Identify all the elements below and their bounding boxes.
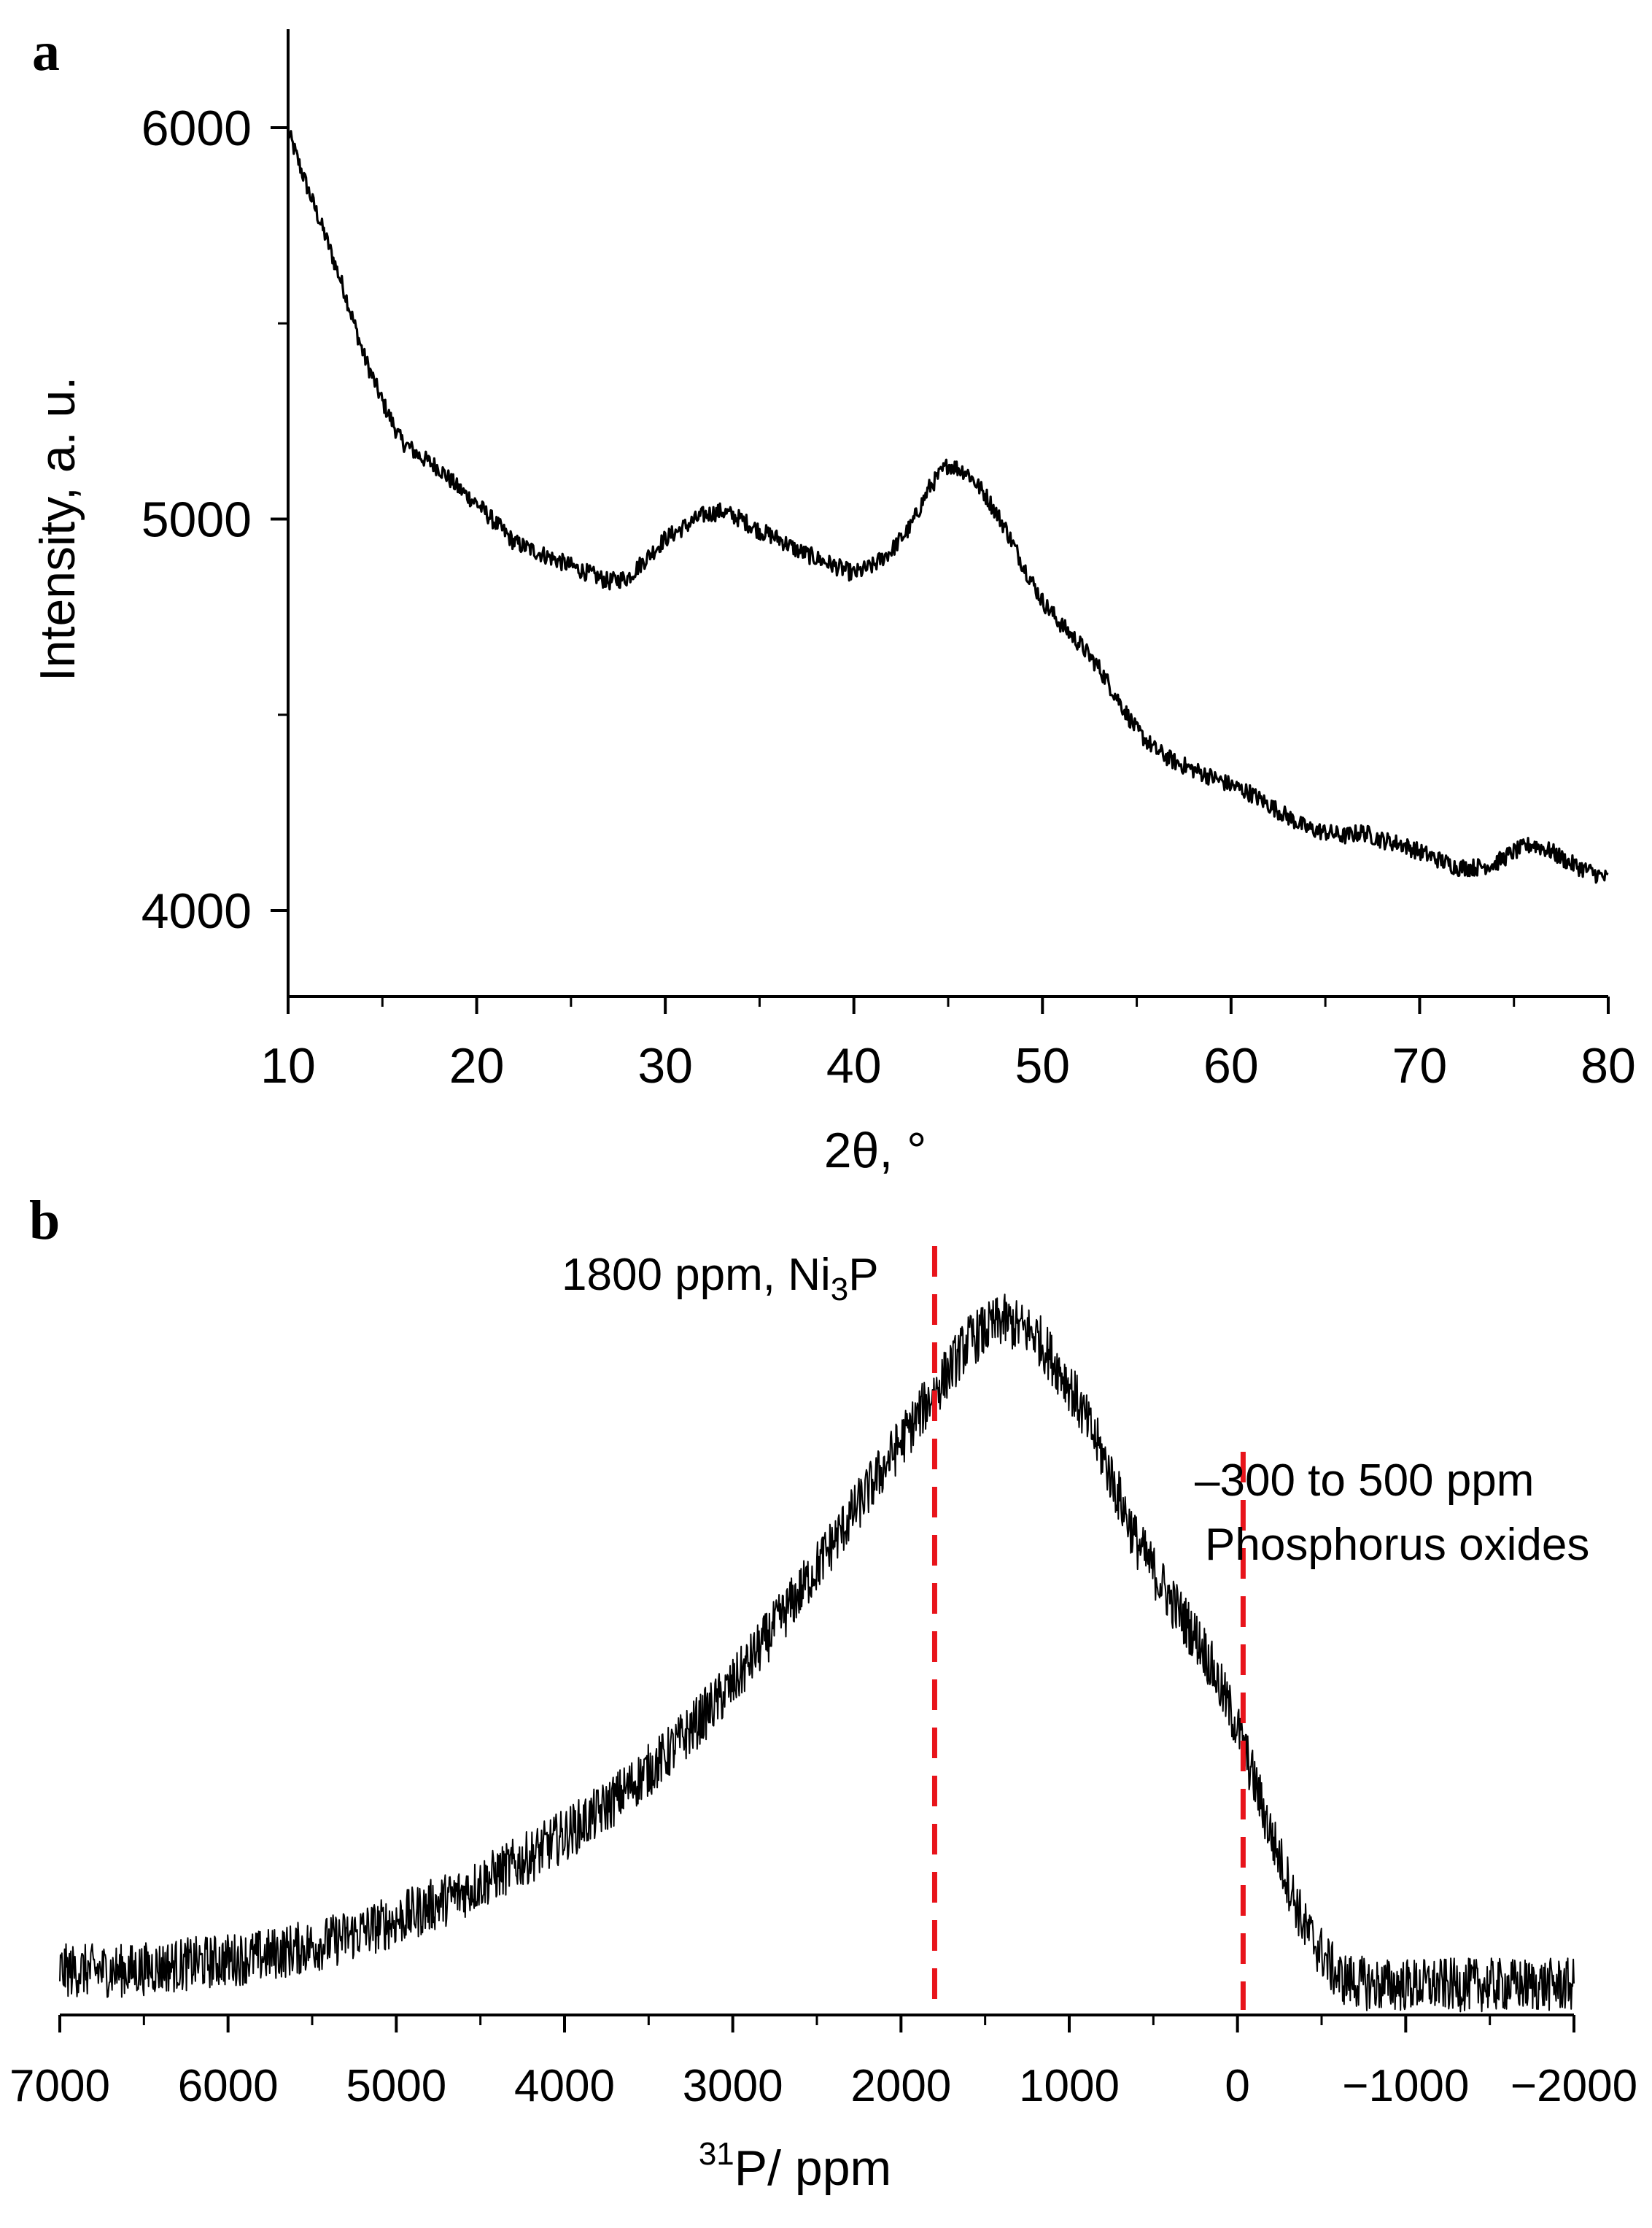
panel-b-x-tick-label: 3000 (683, 2061, 783, 2111)
panel-b-series-line (59, 1293, 1575, 2013)
panel-a-x-tick-label: 10 (260, 1038, 316, 1094)
panel-b-x-tick-labels: 7000 6000 5000 4000 3000 2000 1000 0 −1000 −2000 (9, 2061, 1637, 2111)
annotation-ni3p-subscript: 3 (831, 1272, 848, 1307)
annotation-ni3p-main: 1800 ppm, Ni (562, 1250, 831, 1300)
panel-b-x-axis-label-superscript: 31 (699, 2136, 734, 2172)
panel-b-x-tick-label: −1000 (1342, 2061, 1469, 2111)
panel-a-y-axis-label: Intensity, a. u. (30, 376, 85, 681)
annotation-ni3p-tail: P (848, 1250, 878, 1300)
panel-a-x-tick-label: 60 (1203, 1038, 1259, 1094)
panel-a-x-ticks (287, 997, 1610, 1014)
panel-b-x-ticks (58, 2015, 1575, 2032)
panel-b-x-tick-label: 7000 (9, 2061, 110, 2111)
panel-a-x-tick-labels: 10 20 30 40 50 60 70 80 (260, 1038, 1636, 1094)
panel-b-x-axis-label: 31P/ ppm (699, 2136, 891, 2196)
annotation-oxides-line2: Phosphorus oxides (1205, 1520, 1589, 1570)
panel-b-x-tick-label: 6000 (178, 2061, 279, 2111)
annotation-ni3p-text: 1800 ppm, Ni3P (562, 1250, 879, 1307)
panel-b-nmr: b 7000 6000 5000 4000 3000 2000 1000 0 −1000 −200… (9, 1190, 1637, 2196)
panel-a-x-axis-label: 2θ, ° (824, 1123, 927, 1178)
panel-b-label: b (29, 1190, 60, 1251)
panel-b-x-axis-label-main: P/ ppm (734, 2140, 891, 2196)
panel-a-y-tick-label: 4000 (141, 883, 252, 939)
panel-a-x-tick-label: 70 (1392, 1038, 1448, 1094)
panel-a-y-tick-label: 5000 (141, 492, 252, 548)
panel-b-x-tick-label: 4000 (514, 2061, 615, 2111)
panel-b-x-tick-label: 1000 (1019, 2061, 1120, 2111)
panel-b-x-tick-label: 2000 (850, 2061, 951, 2111)
panel-a-x-tick-label: 30 (637, 1038, 693, 1094)
panel-a-x-tick-label: 50 (1015, 1038, 1070, 1094)
panel-a-y-tick-label: 6000 (141, 101, 252, 156)
panel-a-x-tick-label: 40 (826, 1038, 882, 1094)
panel-a-y-tick-labels: 4000 5000 6000 (141, 101, 252, 939)
panel-a-y-ticks (271, 126, 288, 912)
panel-a-x-tick-label: 20 (449, 1038, 505, 1094)
panel-a-series-line (287, 128, 1609, 884)
panel-b-x-tick-label: −2000 (1511, 2061, 1637, 2111)
panel-b-x-tick-label: 0 (1225, 2061, 1249, 2111)
panel-b-x-tick-label: 5000 (346, 2061, 446, 2111)
annotation-oxides-line1: –300 to 500 ppm (1195, 1455, 1534, 1506)
panel-a-label: a (32, 21, 60, 82)
panel-a-xrd: a 10 20 30 40 50 60 70 80 4000 5000 6000 2θ, ° In… (30, 21, 1636, 1178)
panel-a-x-tick-label: 80 (1581, 1038, 1636, 1094)
